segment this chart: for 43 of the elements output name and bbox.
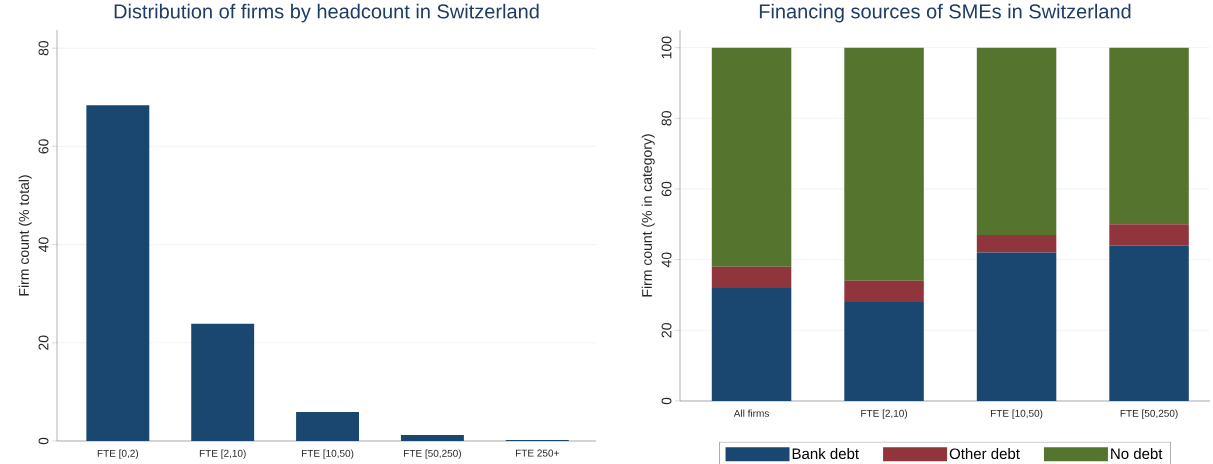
chart-title: Financing sources of SMEs in Switzerland	[759, 3, 1131, 23]
legend-label: Bank debt	[792, 448, 859, 460]
bar	[844, 47, 924, 281]
y-tick-label: 40	[38, 237, 49, 253]
y-tick-label: 60	[38, 139, 49, 154]
y-tick-label: 100	[661, 36, 672, 59]
y-tick-label: 60	[661, 181, 672, 197]
y-tick-label: 20	[38, 335, 49, 350]
y-axis-title: Firm count (% in category)	[641, 134, 655, 297]
bar	[976, 47, 1057, 235]
bar	[86, 105, 150, 441]
legend-label: Other debt	[949, 448, 1020, 460]
x-tick-label: FTE [10,50)	[301, 449, 354, 459]
y-tick-label: 20	[661, 323, 672, 338]
x-tick-label: FTE [50,250)	[404, 449, 461, 459]
x-tick-label: FTE [50,250)	[1120, 409, 1178, 419]
x-tick-label: FTE [10,50)	[990, 409, 1043, 419]
legend-label: No debt	[1111, 448, 1163, 460]
y-tick-label: 80	[38, 40, 49, 56]
x-tick-label: FTE 250+	[516, 449, 559, 457]
bar	[191, 323, 255, 441]
x-tick-label: FTE [0,2)	[97, 449, 139, 459]
x-tick-label: FTE [2,10)	[861, 409, 908, 419]
bar	[296, 412, 360, 441]
bar	[1109, 245, 1189, 401]
bar	[1109, 47, 1189, 225]
y-tick-label: 80	[661, 111, 672, 126]
bar	[976, 252, 1057, 401]
bar	[1109, 224, 1189, 246]
y-tick-label: 0	[661, 397, 672, 405]
chart-title: Distribution of firms by headcount in Switzerland	[114, 3, 539, 23]
bar	[844, 302, 924, 401]
y-tick-label: 0	[38, 437, 49, 445]
x-tick-label: FTE [2,10)	[199, 449, 246, 459]
bar	[976, 234, 1057, 253]
bar	[711, 47, 792, 267]
y-tick-label: 40	[661, 252, 672, 268]
bar	[711, 287, 792, 401]
bar	[400, 435, 464, 441]
x-tick-label: All firms	[733, 409, 769, 417]
bar	[711, 266, 792, 288]
bar	[844, 280, 924, 303]
y-axis-title: Firm count (% total)	[18, 175, 32, 296]
